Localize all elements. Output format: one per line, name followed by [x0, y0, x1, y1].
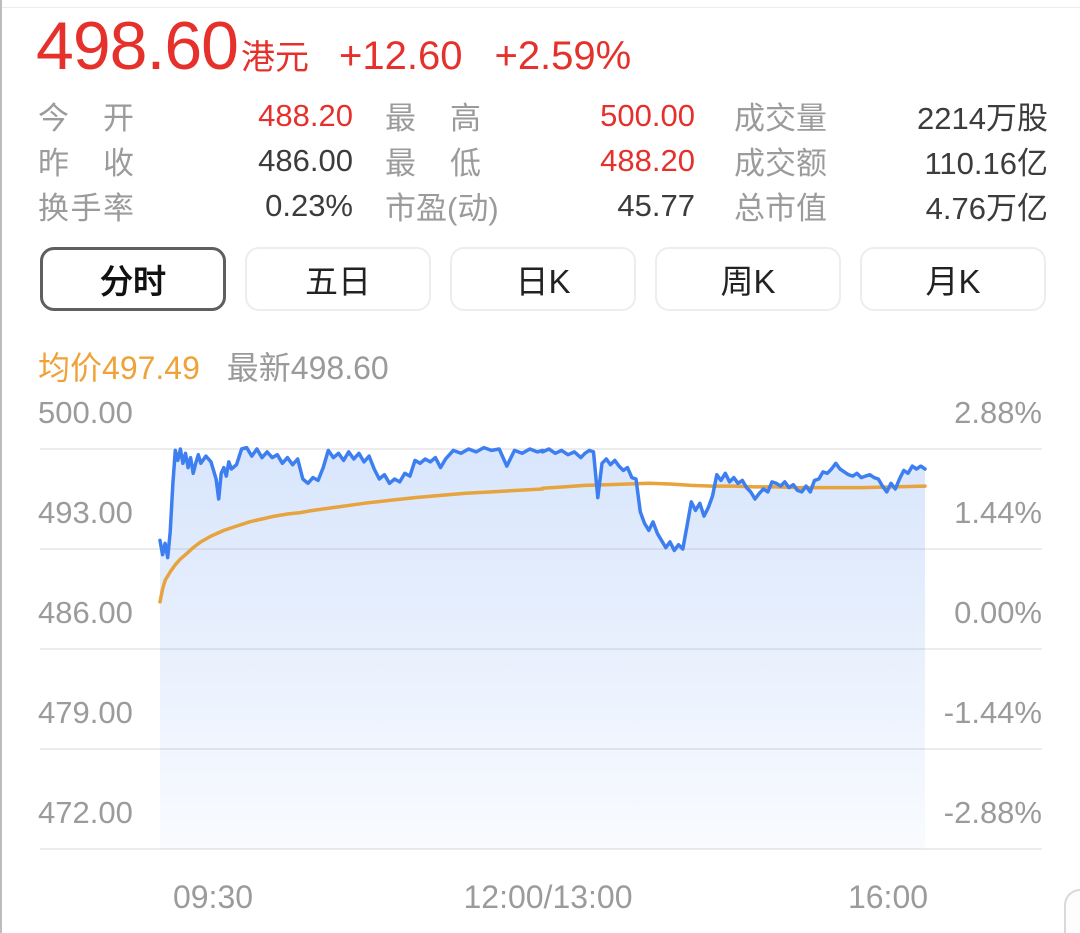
- stat-label: 昨收: [38, 146, 134, 181]
- y-axis-price-label: 500.00: [38, 395, 133, 430]
- stat-value: 45.77: [617, 187, 695, 223]
- y-axis-price-label: 493.00: [38, 495, 133, 530]
- y-axis-percent-label: -1.44%: [943, 695, 1042, 730]
- x-axis-time-label: 16:00: [847, 879, 929, 915]
- stat-value: 2214万股: [917, 101, 1048, 136]
- last-price-legend: 最新498.60: [226, 350, 389, 386]
- price-area-fill: [160, 447, 925, 849]
- y-axis-price-label: 479.00: [38, 695, 133, 730]
- stat-value: 500.00: [600, 97, 695, 133]
- stat-label: 今开: [38, 101, 134, 136]
- avg-price-legend: 均价497.49: [38, 350, 200, 386]
- stat-value: 0.23%: [265, 187, 353, 223]
- stat-label: 成交量: [734, 101, 827, 136]
- x-axis-time-label: 09:30: [172, 879, 254, 915]
- stat-label: 最低: [385, 146, 481, 181]
- quote-stats-grid: 今开 488.20 最高 500.00 成交量 2214万股昨收 486.00 最低 488.2…: [38, 93, 1048, 228]
- stat-value: 110.16亿: [924, 146, 1048, 181]
- stat-value: 4.76万亿: [925, 191, 1048, 226]
- floating-action-button-partial[interactable]: [1064, 889, 1080, 933]
- left-edge-divider: [0, 0, 2, 933]
- y-axis-price-label: 472.00: [38, 795, 133, 830]
- stat-label: 换手率: [38, 191, 134, 226]
- tab-minute[interactable]: 分时: [40, 247, 226, 311]
- stat-value: 488.20: [258, 97, 353, 133]
- price-header: 498.60 港元 +12.60 +2.59%: [36, 4, 631, 88]
- y-axis-percent-label: 0.00%: [954, 595, 1042, 630]
- stat-value: 488.20: [600, 142, 695, 178]
- x-axis-time-label: 12:00/13:00: [463, 879, 633, 915]
- tab-day-k[interactable]: 日K: [450, 247, 636, 311]
- period-tabs: 分时 五日 日K 周K 月K: [40, 247, 1046, 311]
- y-axis-percent-label: -2.88%: [943, 795, 1042, 830]
- tab-week-k[interactable]: 周K: [655, 247, 841, 311]
- y-axis-percent-label: 1.44%: [954, 495, 1042, 530]
- stat-value: 486.00: [258, 142, 353, 178]
- price-change: +12.60: [338, 34, 463, 78]
- top-divider: [2, 7, 1080, 8]
- chart-legend: 均价497.49 最新498.60: [38, 343, 389, 389]
- price-change-percent: +2.59%: [494, 34, 632, 78]
- currency-label: 港元: [240, 39, 309, 77]
- stat-label: 成交额: [734, 146, 827, 181]
- stat-label: 总市值: [734, 191, 827, 226]
- price-line: [158, 445, 927, 560]
- y-axis-percent-label: 2.88%: [954, 395, 1042, 430]
- stat-label: 最高: [385, 101, 481, 136]
- tab-month-k[interactable]: 月K: [860, 247, 1046, 311]
- y-axis-price-label: 486.00: [38, 595, 133, 630]
- tab-5day[interactable]: 五日: [245, 247, 431, 311]
- current-price: 498.60: [36, 8, 239, 84]
- stat-label: 市盈(动): [385, 191, 499, 226]
